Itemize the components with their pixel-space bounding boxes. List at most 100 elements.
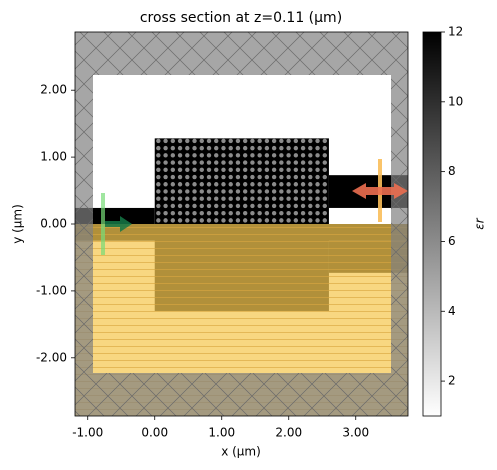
hole (257, 174, 262, 180)
hole (192, 153, 197, 158)
hole (177, 182, 183, 187)
hole (308, 174, 313, 180)
hole (221, 138, 226, 144)
hole (315, 145, 320, 151)
hole (257, 138, 262, 144)
hole (286, 167, 291, 173)
hole (257, 182, 262, 187)
x-tick-label: 1.00 (208, 426, 235, 440)
hole (242, 160, 248, 165)
hole (163, 145, 168, 151)
hole (279, 153, 284, 158)
hole (221, 182, 226, 187)
hole (192, 210, 197, 216)
hole (250, 145, 255, 151)
hole (214, 153, 219, 158)
hole (156, 153, 161, 158)
hole (206, 189, 212, 194)
hole (163, 153, 168, 158)
hole (235, 182, 241, 187)
hole (271, 153, 277, 158)
hole (192, 203, 197, 209)
monitor-arrow (352, 183, 408, 199)
pml-hatch-top (75, 32, 408, 75)
colorbar-tick-label: 2 (448, 374, 456, 388)
hole (177, 145, 183, 151)
pml-hatch-left (75, 75, 93, 373)
hole (242, 138, 248, 144)
hole (308, 210, 313, 216)
x-tick-label: -1.00 (72, 426, 103, 440)
hole (322, 218, 327, 223)
hole (170, 203, 176, 209)
hole (185, 160, 190, 165)
hole (257, 196, 262, 201)
hole (163, 174, 168, 180)
colorbar-tick-label: 12 (448, 25, 463, 39)
hole (279, 196, 284, 201)
hole (206, 182, 212, 187)
pml-hatch-right (391, 75, 408, 373)
hole (264, 160, 270, 165)
hole (308, 218, 313, 223)
hole (286, 203, 291, 209)
hole (177, 138, 183, 144)
hole (293, 174, 299, 180)
hole (315, 138, 320, 144)
hole (242, 182, 248, 187)
hole (221, 167, 226, 173)
hole (308, 153, 313, 158)
pml-hatch (75, 32, 408, 416)
hole (322, 196, 327, 201)
hole (228, 167, 233, 173)
hole (235, 160, 241, 165)
hole (235, 138, 241, 144)
hole (300, 138, 306, 144)
hole (228, 182, 233, 187)
hole (257, 203, 262, 209)
hole (293, 218, 299, 223)
hole (293, 182, 299, 187)
hole (250, 182, 255, 187)
hole (214, 203, 219, 209)
hole (156, 203, 161, 209)
hole (315, 174, 320, 180)
hole (286, 138, 291, 144)
hole (235, 218, 241, 223)
hole (192, 167, 197, 173)
hole (199, 210, 204, 216)
colorbar-tick-label: 6 (448, 234, 456, 248)
hole (185, 218, 190, 223)
hole (286, 145, 291, 151)
hole (214, 145, 219, 151)
hole (214, 160, 219, 165)
hole (199, 182, 204, 187)
hole (163, 167, 168, 173)
hole (235, 153, 241, 158)
hole (271, 203, 277, 209)
hole (185, 203, 190, 209)
hole (264, 182, 270, 187)
hole (163, 218, 168, 223)
hole (206, 174, 212, 180)
y-tick-label: 1.00 (40, 150, 67, 164)
hole (264, 196, 270, 201)
hole (300, 160, 306, 165)
hole (286, 174, 291, 180)
hole (293, 160, 299, 165)
hole (242, 203, 248, 209)
hole (170, 189, 176, 194)
hole (271, 182, 277, 187)
hole (221, 210, 226, 216)
hole (322, 174, 327, 180)
hole (156, 210, 161, 216)
hole (250, 218, 255, 223)
hole (257, 153, 262, 158)
hole (199, 196, 204, 201)
y-axis-label: y (μm) (11, 204, 25, 244)
hole (250, 153, 255, 158)
hole (242, 196, 248, 201)
hole (322, 210, 327, 216)
hole (170, 196, 176, 201)
hole (315, 182, 320, 187)
